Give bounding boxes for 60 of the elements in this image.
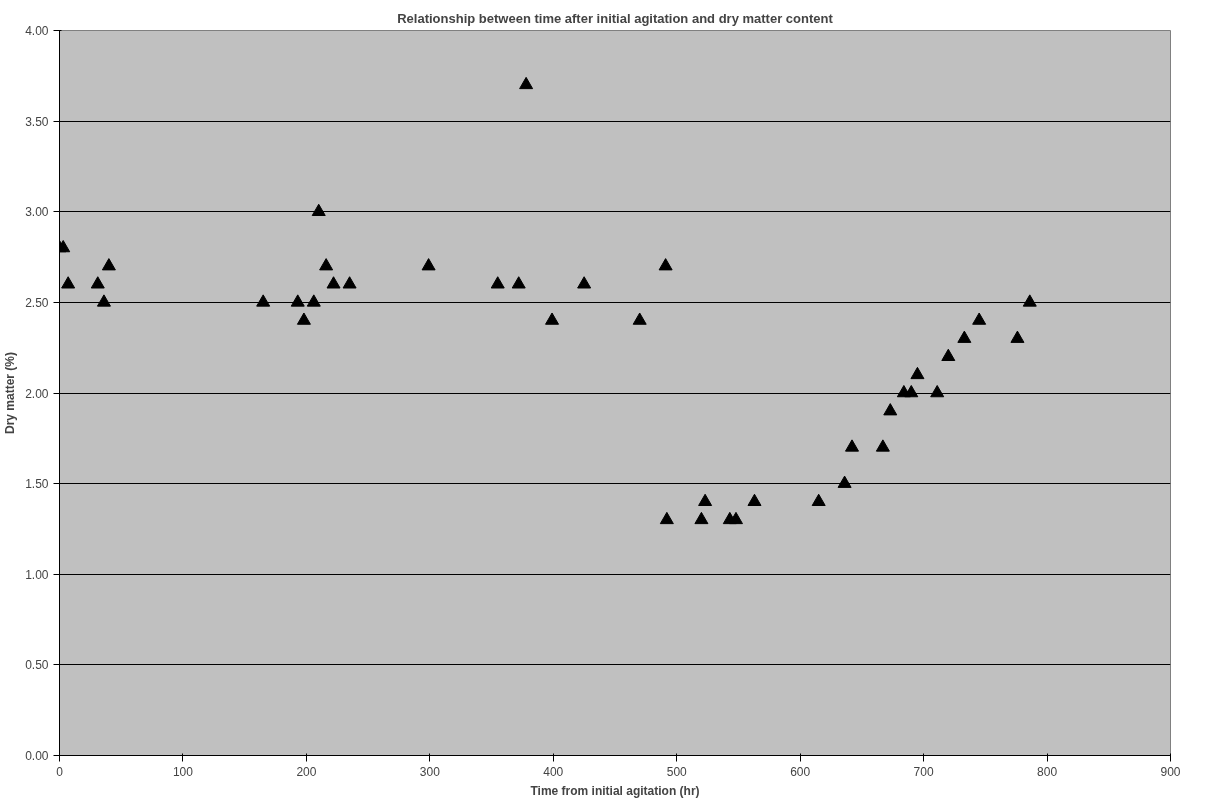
x-tick-label: 700 xyxy=(913,764,934,779)
point xyxy=(883,403,898,416)
y-axis-title: Dry matter (%) xyxy=(3,351,18,435)
point xyxy=(972,312,987,325)
point xyxy=(256,294,271,307)
point xyxy=(694,511,709,525)
y-tick-label: 1.50 xyxy=(25,477,49,492)
y-tick-label: 4.00 xyxy=(25,24,49,38)
point xyxy=(290,294,305,307)
point xyxy=(875,439,890,452)
x-tick-label: 800 xyxy=(1037,764,1058,779)
point xyxy=(490,276,505,289)
x-tick-label: 500 xyxy=(666,764,688,779)
point xyxy=(811,493,826,506)
point xyxy=(306,294,321,307)
x-tick-label: 0 xyxy=(56,764,64,779)
x-tick-label: 600 xyxy=(790,764,811,779)
x-tick-label: 300 xyxy=(419,764,441,779)
y-tick-label: 0.00 xyxy=(25,749,49,763)
point xyxy=(296,312,311,325)
x-tick-label: 900 xyxy=(1160,764,1181,779)
point xyxy=(1022,294,1037,307)
point xyxy=(910,366,925,380)
point xyxy=(632,312,647,325)
y-tick-label: 1.00 xyxy=(25,567,49,582)
point xyxy=(941,348,956,361)
point xyxy=(96,294,111,307)
point xyxy=(904,384,919,398)
point xyxy=(90,276,105,289)
point xyxy=(511,276,526,289)
x-tick-label: 100 xyxy=(172,764,194,779)
point xyxy=(101,258,116,271)
y-tick-label: 3.50 xyxy=(25,114,49,129)
x-tick-label: 400 xyxy=(543,764,564,779)
point xyxy=(545,312,560,325)
x-tick-label: 200 xyxy=(296,764,317,779)
point xyxy=(747,493,762,506)
point xyxy=(845,439,860,452)
point xyxy=(311,203,326,216)
y-tick-label: 0.50 xyxy=(25,658,49,673)
point xyxy=(421,258,436,271)
point xyxy=(837,475,852,488)
point xyxy=(519,76,534,90)
chart-title: Relationship between time after initial agitation and dry matter content xyxy=(397,10,834,26)
y-tick-label: 2.50 xyxy=(25,295,49,310)
x-axis-title: Time from initial agitation (hr) xyxy=(530,783,700,798)
point xyxy=(61,276,76,289)
point xyxy=(326,276,341,289)
point xyxy=(1010,330,1025,343)
y-tick-label: 2.00 xyxy=(25,386,49,401)
point xyxy=(698,493,713,506)
point xyxy=(342,276,357,289)
point xyxy=(658,258,673,271)
point xyxy=(930,384,945,398)
point xyxy=(577,276,592,289)
point xyxy=(957,330,972,343)
point xyxy=(728,511,743,525)
point xyxy=(319,258,334,271)
y-tick-label: 3.00 xyxy=(25,205,49,220)
point xyxy=(659,511,674,525)
